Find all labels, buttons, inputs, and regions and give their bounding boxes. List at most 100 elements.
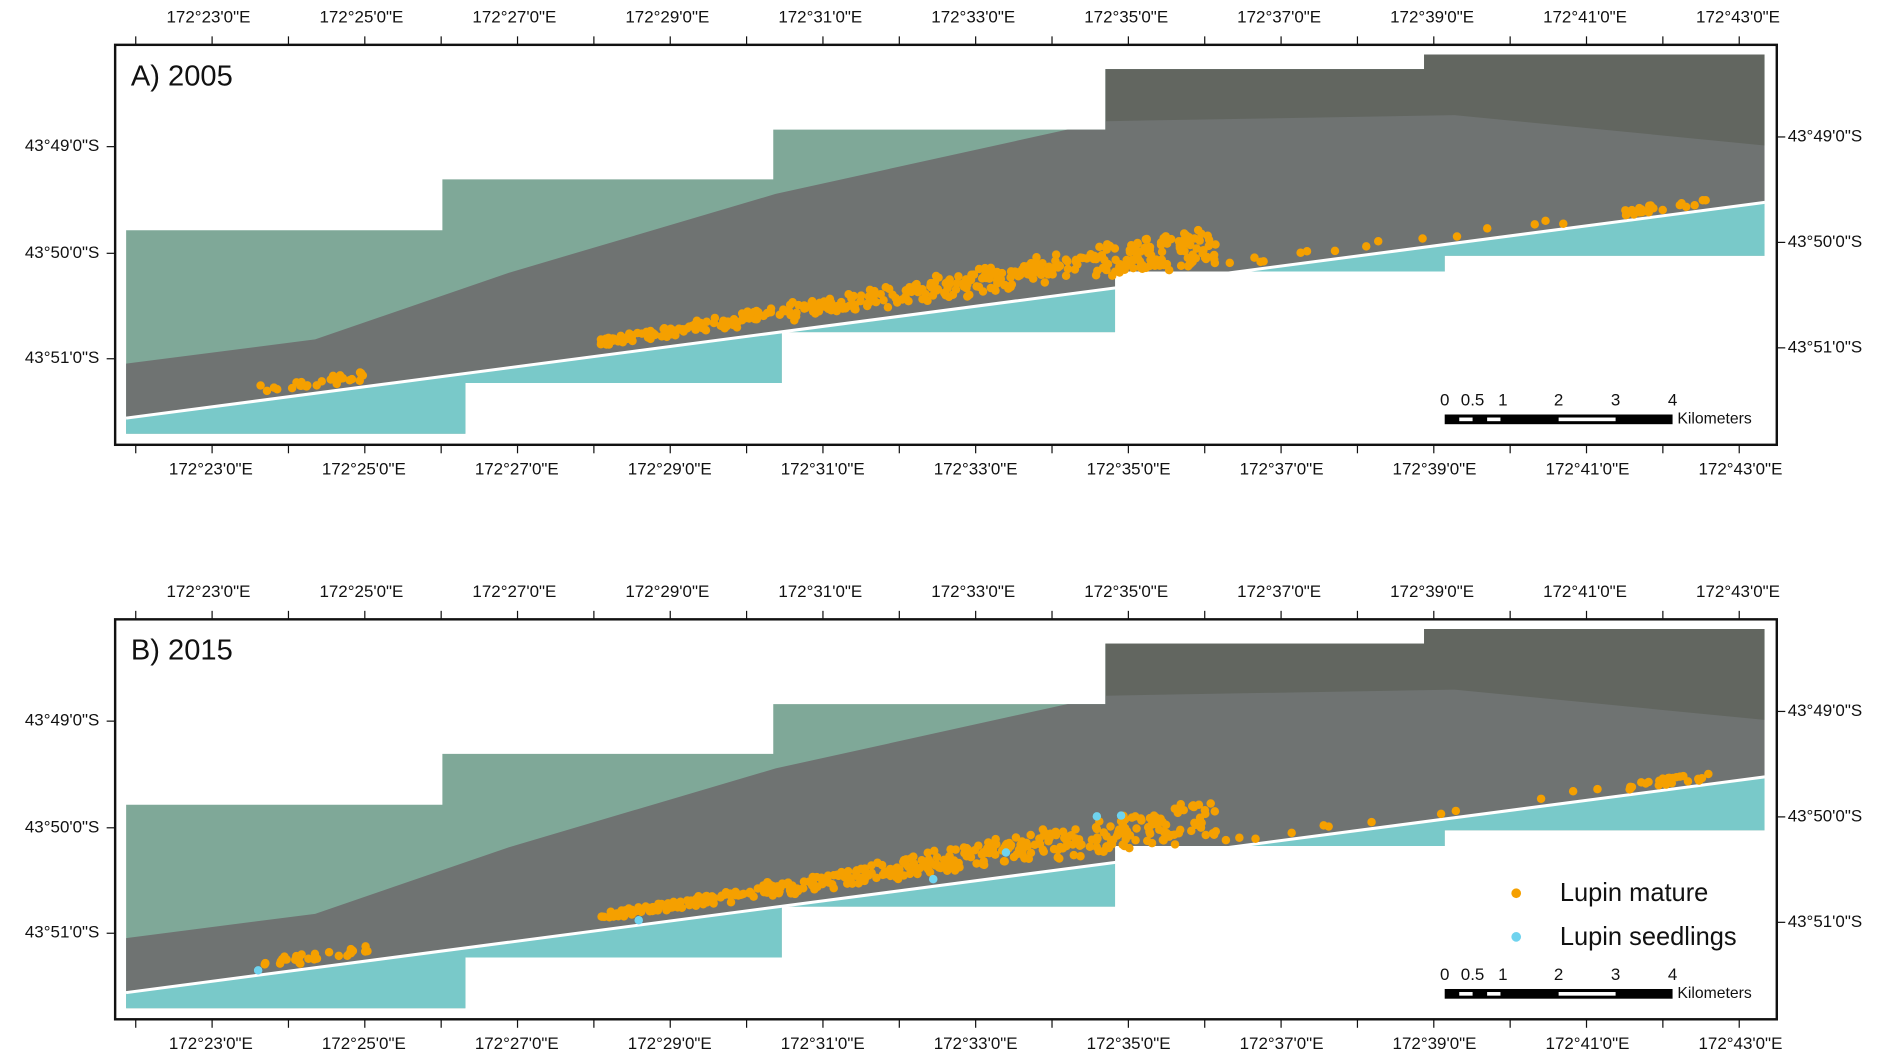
lupin-mature <box>1059 844 1067 852</box>
scale-tick-label: 0 <box>1440 965 1449 984</box>
scale-tick-label: 2 <box>1554 965 1563 984</box>
lupin-mature <box>1175 829 1183 837</box>
lupin-mature <box>685 322 693 330</box>
lupin-mature <box>1211 259 1219 267</box>
lupin-mature <box>296 381 304 389</box>
scale-tick-label: 1 <box>1498 391 1507 410</box>
lon-label-bottom: 172°35'0"E <box>1087 460 1171 479</box>
lupin-mature <box>355 377 363 385</box>
lupin-mature <box>839 869 847 877</box>
lupin-seedling <box>1093 812 1101 820</box>
lupin-mature <box>991 286 999 294</box>
lupin-mature <box>1658 206 1666 214</box>
lat-label-left: 43°50'0"S <box>25 243 100 262</box>
lat-label-right: 43°50'0"S <box>1788 232 1862 251</box>
lon-label-bottom: 172°27'0"E <box>475 460 559 479</box>
lupin-mature <box>659 325 667 333</box>
lupin-mature <box>1628 783 1636 791</box>
lupin-mature <box>646 327 654 335</box>
lat-label-left: 43°51'0"S <box>25 348 100 367</box>
lon-label-top: 172°37'0"E <box>1237 8 1321 27</box>
lupin-mature <box>1132 824 1140 832</box>
lupin-mature <box>1201 254 1209 262</box>
lupin-mature <box>963 292 971 300</box>
lupin-mature <box>951 845 959 853</box>
lupin-mature <box>1676 201 1684 209</box>
lupin-mature <box>312 381 320 389</box>
lupin-mature <box>765 888 773 896</box>
lupin-mature <box>1142 235 1150 243</box>
lupin-mature <box>263 387 271 395</box>
lupin-mature <box>923 858 931 866</box>
lon-label-bottom: 172°43'0"E <box>1698 460 1782 479</box>
lupin-mature <box>329 372 337 380</box>
lupin-mature <box>1235 833 1243 841</box>
lon-label-top: 172°35'0"E <box>1084 8 1168 27</box>
lupin-mature <box>1418 234 1426 242</box>
lupin-mature <box>911 866 919 874</box>
lupin-mature <box>989 844 997 852</box>
lupin-mature <box>899 858 907 866</box>
lupin-mature <box>614 912 622 920</box>
lupin-mature <box>1131 836 1139 844</box>
lupin-mature <box>733 323 741 331</box>
lupin-mature <box>1137 814 1145 822</box>
lupin-mature <box>950 860 958 868</box>
lat-label-left: 43°49'0"S <box>25 136 100 155</box>
scale-bar-segment <box>1559 992 1616 996</box>
lupin-mature <box>854 879 862 887</box>
lupin-mature <box>1062 271 1070 279</box>
lupin-mature <box>865 292 873 300</box>
lupin-mature <box>1106 822 1114 830</box>
lupin-mature <box>1453 232 1461 240</box>
legend-swatch <box>1511 888 1521 898</box>
scale-bar-segment <box>1487 992 1500 996</box>
legend-label: Lupin mature <box>1560 879 1708 907</box>
lupin-mature <box>1672 773 1680 781</box>
lupin-mature <box>888 291 896 299</box>
lupin-mature <box>1133 239 1141 247</box>
lupin-mature <box>1092 823 1100 831</box>
lon-label-bottom: 172°39'0"E <box>1393 460 1477 479</box>
lon-label-bottom: 172°25'0"E <box>322 460 406 479</box>
lon-label-bottom: 172°41'0"E <box>1546 460 1630 479</box>
lupin-mature <box>849 292 857 300</box>
lat-label-right: 43°51'0"S <box>1788 912 1862 931</box>
lupin-mature <box>981 264 989 272</box>
lupin-mature <box>261 960 269 968</box>
lupin-mature <box>1559 219 1567 227</box>
lupin-mature <box>1077 840 1085 848</box>
lon-label-bottom: 172°31'0"E <box>781 460 865 479</box>
lupin-mature <box>348 946 356 954</box>
lupin-mature <box>711 314 719 322</box>
lupin-mature <box>1701 196 1709 204</box>
lupin-mature <box>1076 852 1084 860</box>
scale-tick-label: 0.5 <box>1461 965 1485 984</box>
lupin-mature <box>1319 821 1327 829</box>
lupin-mature <box>273 385 281 393</box>
lupin-mature <box>954 272 962 280</box>
lupin-mature <box>1141 244 1149 252</box>
lon-label-top: 172°25'0"E <box>319 582 403 601</box>
lupin-mature <box>879 296 887 304</box>
lupin-mature <box>701 892 709 900</box>
map-panel: 172°23'0"E172°23'0"E172°25'0"E172°25'0"E… <box>25 8 1862 479</box>
panel-label: A) 2005 <box>131 60 233 92</box>
lupin-mature <box>809 307 817 315</box>
lupin-mature <box>921 290 929 298</box>
lon-label-bottom: 172°23'0"E <box>169 460 253 479</box>
lon-label-top: 172°43'0"E <box>1696 582 1780 601</box>
lon-label-bottom: 172°27'0"E <box>475 1034 559 1053</box>
scale-unit: Kilometers <box>1677 985 1752 1002</box>
lupin-mature <box>873 858 881 866</box>
lupin-mature <box>972 282 980 290</box>
lupin-mature <box>1208 829 1216 837</box>
scale-unit: Kilometers <box>1677 411 1752 428</box>
lupin-mature <box>1054 853 1062 861</box>
lupin-mature <box>1175 237 1183 245</box>
lupin-mature <box>943 867 951 875</box>
lon-label-bottom: 172°33'0"E <box>934 460 1018 479</box>
lupin-mature <box>738 316 746 324</box>
lupin-mature <box>963 281 971 289</box>
lupin-mature <box>780 307 788 315</box>
